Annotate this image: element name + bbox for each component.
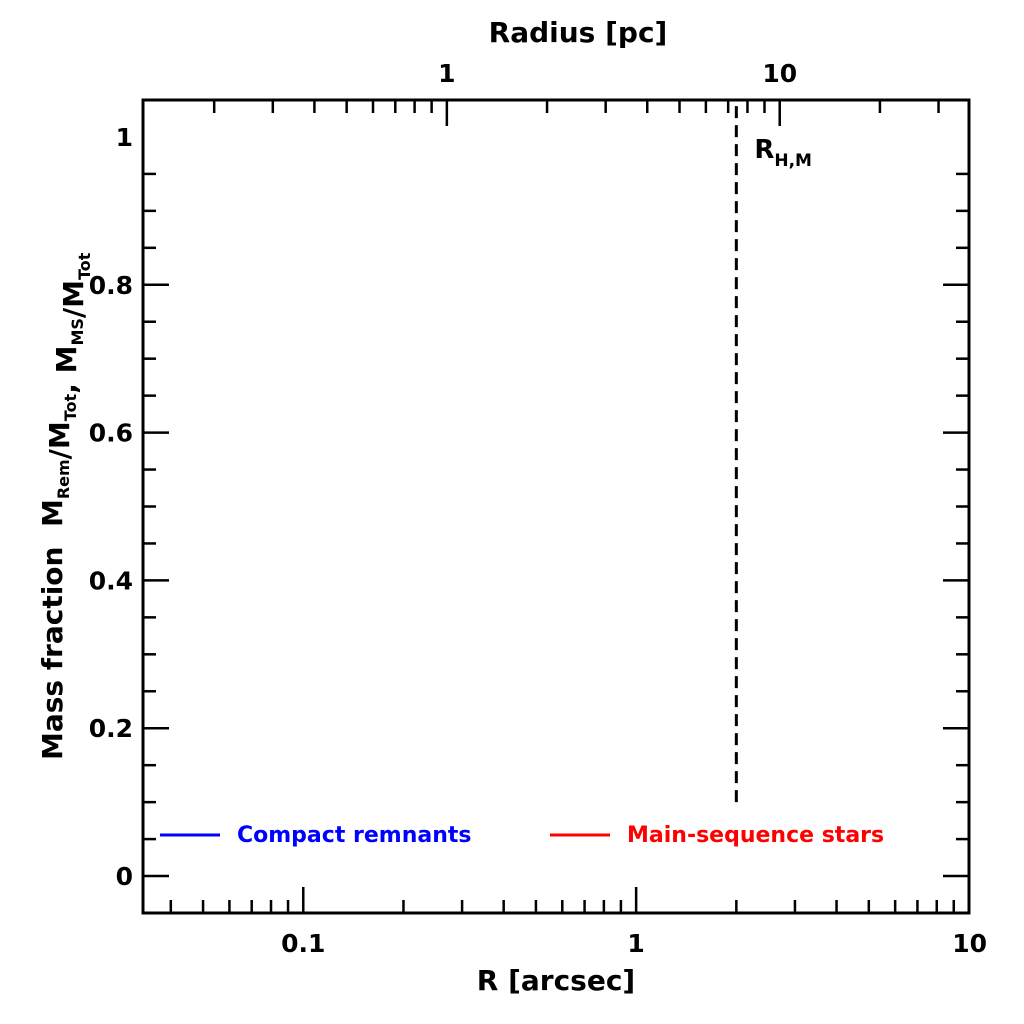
svg-text:Mass fraction MRem/MTot, MMS/: Mass fraction MRem/MTot, MMS/MTot (36, 252, 94, 760)
top-tick-label: 1 (438, 59, 455, 88)
y-tick-label: 0.2 (89, 714, 133, 743)
legend: Compact remnants Main-sequence stars (160, 823, 884, 848)
y-tick-label: 0 (116, 862, 133, 891)
top-tick-label: 10 (762, 59, 797, 88)
legend-label: Compact remnants (237, 823, 471, 848)
y-tick-label: 0.6 (89, 419, 133, 448)
axis-ticks (143, 100, 971, 915)
x-tick-label: 1 (627, 929, 644, 958)
legend-label: Main-sequence stars (627, 823, 884, 848)
half-mass-radius-label: RH,M (754, 135, 812, 171)
top-axis-title: Radius [pc] (489, 16, 668, 49)
y-tick-label: 0.4 (89, 566, 133, 595)
annotations: RH,M (734, 100, 812, 803)
x-tick-label: 0.1 (281, 929, 325, 958)
left-tick-labels: 0 0.2 0.4 0.6 0.8 1 (89, 123, 133, 891)
top-tick-labels: 1 10 (438, 59, 797, 88)
y-tick-label: 1 (116, 123, 133, 152)
x-axis-title: R [arcsec] (477, 964, 635, 997)
plot-frame (141, 98, 971, 915)
y-axis-title: Mass fraction MRem/MTot, MMS/MTot (36, 252, 94, 760)
bottom-tick-labels: 0.1 1 10 (281, 929, 987, 958)
y-tick-label: 0.8 (89, 271, 133, 300)
x-tick-label: 10 (952, 929, 987, 958)
